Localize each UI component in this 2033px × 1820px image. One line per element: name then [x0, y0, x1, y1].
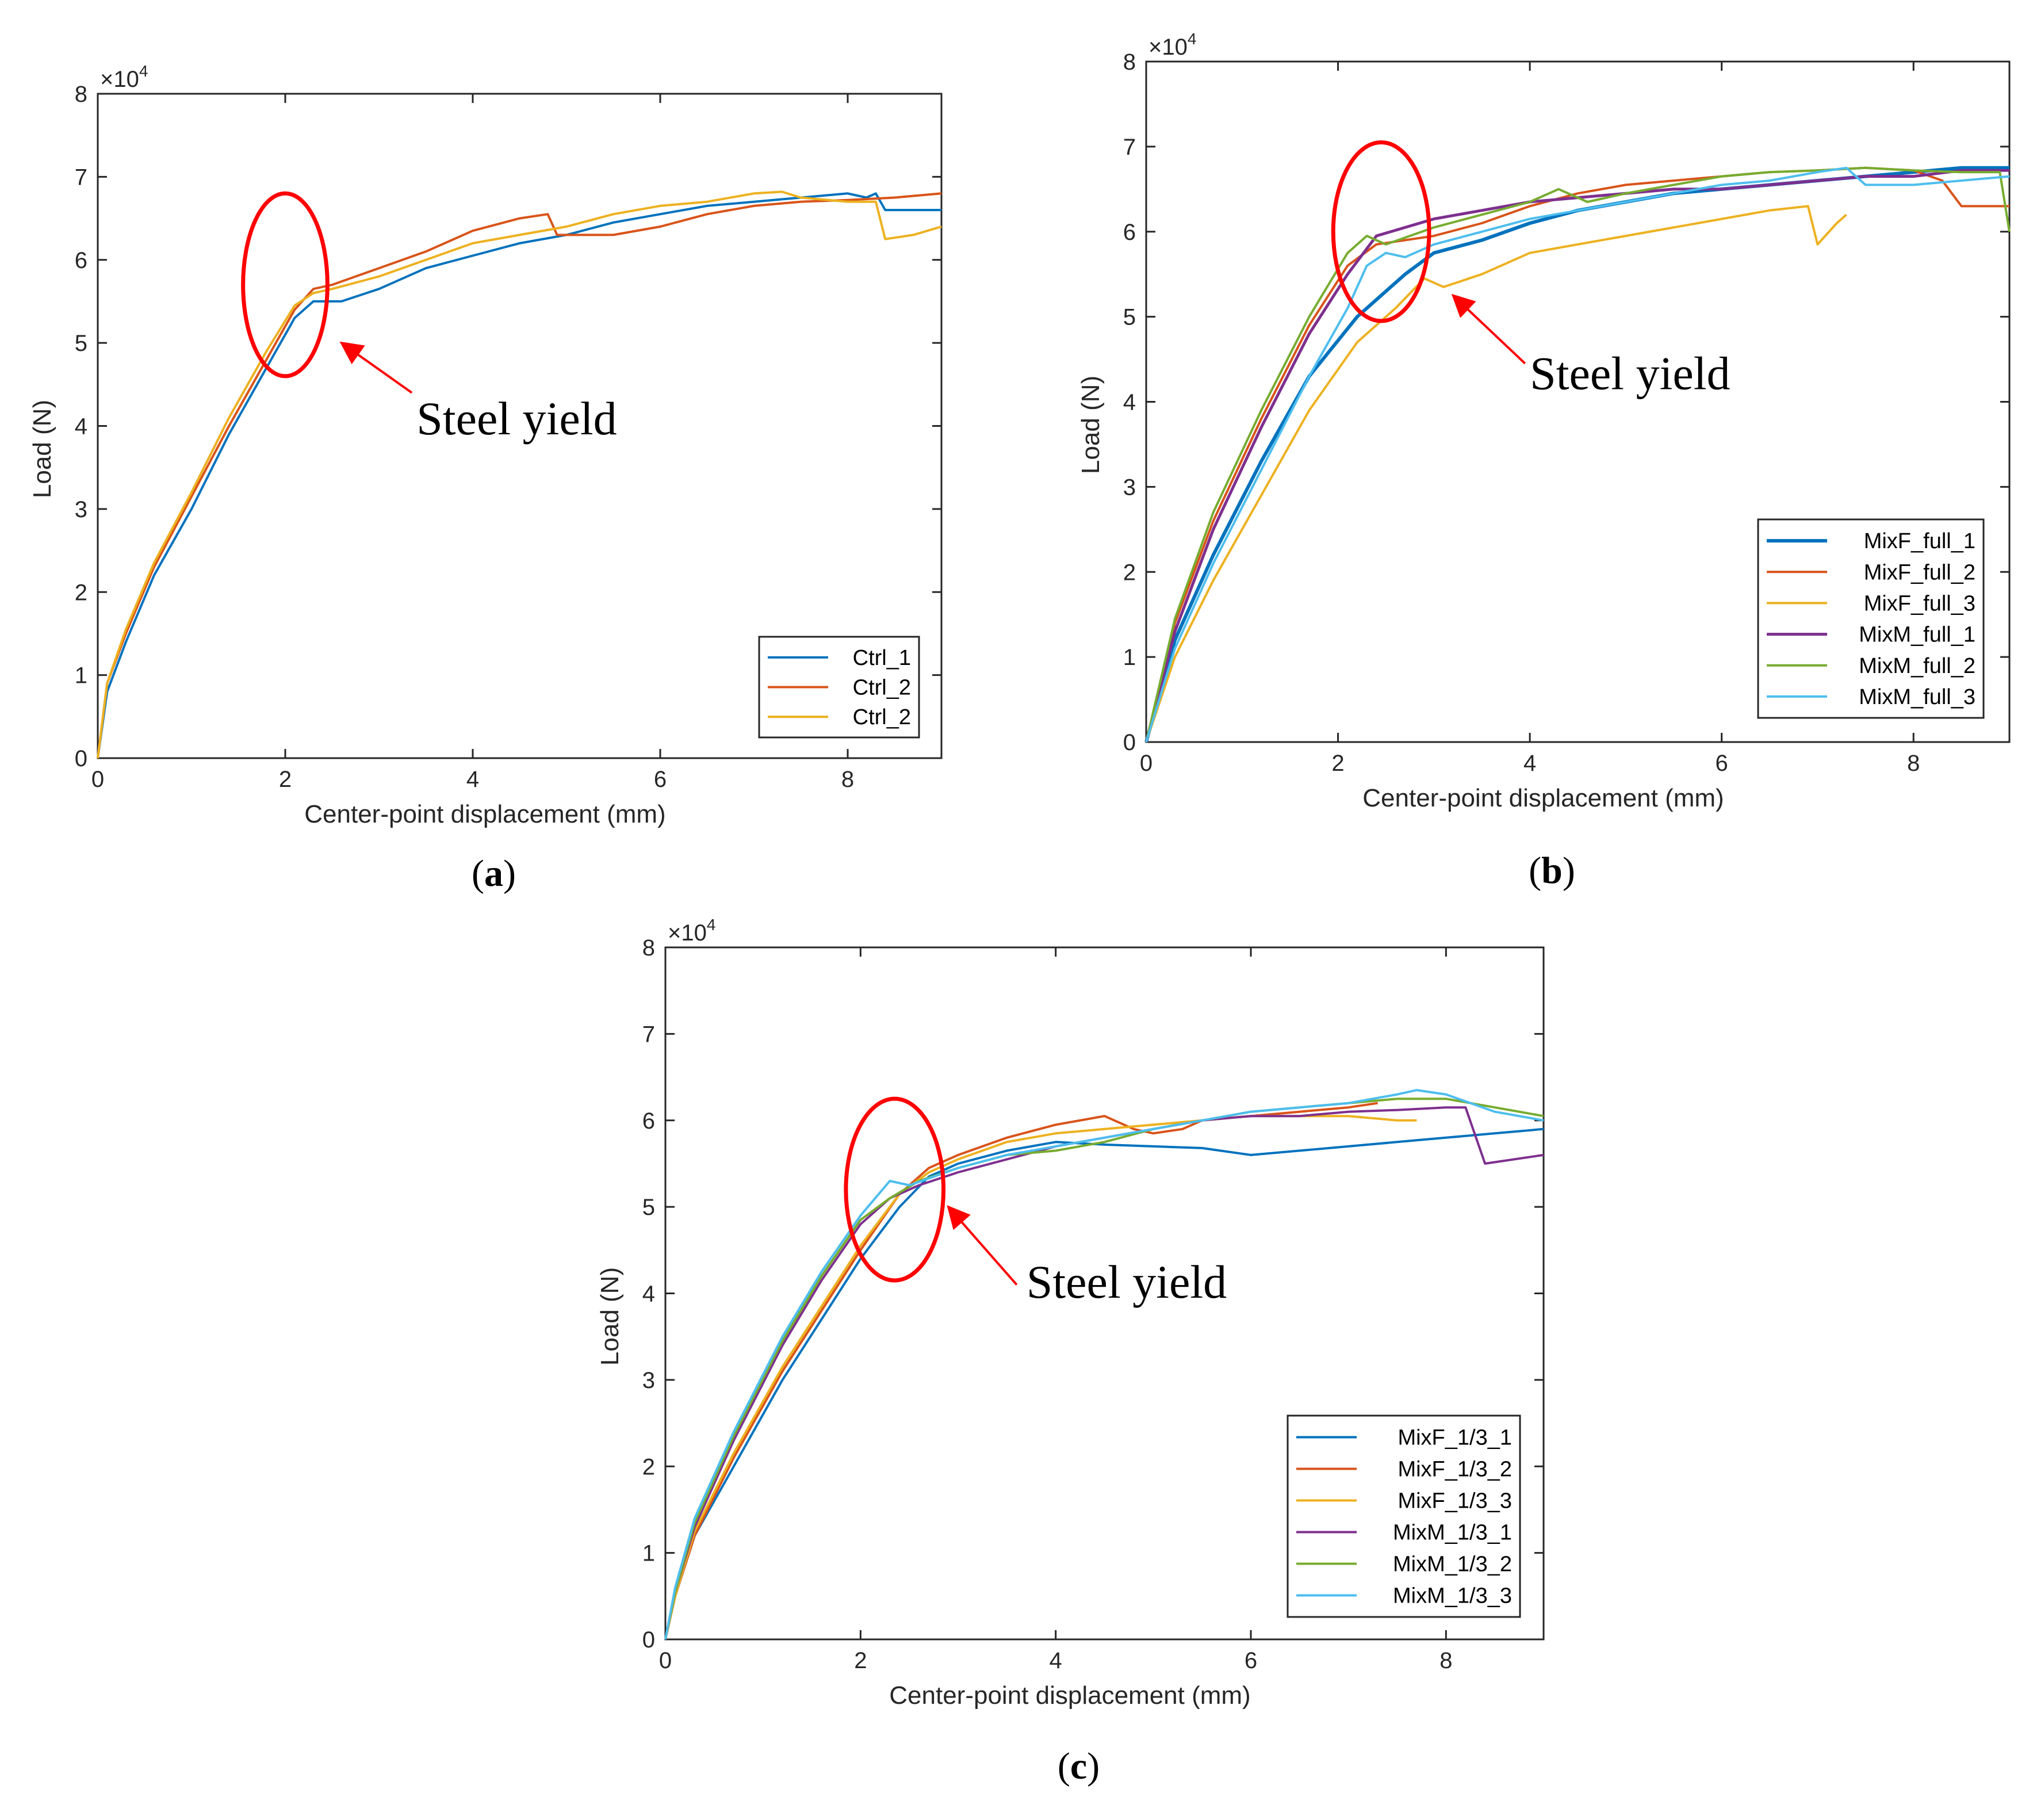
x-tick-label: 2: [279, 767, 292, 792]
y-tick-label: 1: [75, 663, 87, 689]
y-axis-label: Load (N): [596, 1267, 624, 1366]
legend-entry: MixM_full_1: [1859, 623, 1975, 647]
series-line-MixF_1/3_1: [664, 1127, 1544, 1640]
y-tick-label: 3: [642, 1368, 655, 1393]
chart-panel-b: 0 2 4 6 8 0 1 2 3 4 5 6 7 8 ×104 Center-point displacem…: [1077, 30, 2011, 892]
y-tick-label: 7: [1123, 135, 1136, 160]
legend-entry: Ctrl_1: [853, 646, 911, 670]
series-line-Ctrl_2: [97, 190, 942, 759]
y-tick-label: 6: [75, 248, 87, 273]
panel-letter: b: [1541, 850, 1563, 892]
y-tick-label: 3: [1123, 475, 1136, 500]
y-tick-label: 0: [75, 746, 87, 771]
x-tick-label: 0: [659, 1648, 672, 1673]
y-tick-label: 6: [642, 1108, 655, 1134]
legend-entry: MixF_1/3_1: [1398, 1426, 1512, 1450]
x-tick-label: 8: [841, 767, 854, 792]
yield-arrow: [339, 341, 413, 394]
legend-entry: MixM_full_3: [1859, 685, 1975, 709]
x-tick-label: 0: [91, 767, 104, 792]
x-tick-label: 2: [854, 1648, 867, 1673]
yield-ellipse: [241, 191, 330, 378]
legend-entry: Ctrl_2: [853, 676, 911, 700]
annotation-steel-yield: Steel yield: [1530, 347, 1730, 399]
x-axis-label: Center-point displacement (mm): [1362, 784, 1724, 812]
y-tick-label: 3: [75, 497, 87, 522]
y-tick-label: 5: [1123, 305, 1136, 330]
y-tick-label: 6: [1123, 220, 1136, 245]
panel-label: (b): [1529, 850, 1575, 892]
y-tick-label: 7: [642, 1022, 655, 1047]
y-tick-label: 8: [1123, 49, 1136, 75]
y-exponent-power: 4: [707, 916, 716, 934]
y-tick-label: 7: [75, 165, 87, 190]
annotation-steel-yield: Steel yield: [1027, 1256, 1227, 1308]
x-tick-label: 4: [1523, 751, 1536, 776]
x-tick-label: 6: [1245, 1648, 1257, 1673]
yield-ellipse: [1331, 140, 1431, 323]
x-tick-label: 4: [466, 767, 479, 792]
series-line-MixM_full_3: [1145, 166, 2010, 743]
y-tick-label: 5: [642, 1195, 655, 1220]
y-tick-label: 5: [75, 331, 87, 356]
y-tick-label: 1: [1123, 645, 1136, 670]
x-axis-label: Center-point displacement (mm): [889, 1681, 1250, 1710]
y-exponent-power: 4: [139, 62, 148, 80]
legend-entry: MixF_1/3_2: [1398, 1458, 1512, 1482]
x-axis-label: Center-point displacement (mm): [304, 800, 665, 828]
legend-entry: MixM_1/3_3: [1393, 1584, 1512, 1608]
legend-entry: MixM_1/3_1: [1393, 1521, 1512, 1545]
series-line-Ctrl_1: [97, 192, 941, 759]
yield-ellipse: [844, 1096, 946, 1283]
y-exponent-power: 4: [1188, 30, 1197, 48]
panel-label: (c): [1058, 1745, 1100, 1787]
chart-panel-a: 0 2 4 6 8 0 1 2 3 4 5 6 7 8 ×104 Center-point displacem…: [28, 62, 943, 894]
panel-letter: c: [1070, 1745, 1087, 1787]
y-tick-label: 8: [75, 82, 87, 107]
panel-letter: a: [484, 852, 503, 894]
yield-arrow: [947, 1205, 1018, 1286]
legend-entry: MixF_1/3_3: [1398, 1489, 1512, 1513]
yield-arrow: [1451, 293, 1526, 365]
y-tick-label: 0: [642, 1627, 655, 1653]
legend-entry: MixM_1/3_2: [1393, 1553, 1512, 1577]
series-line-Ctrl_2: [97, 192, 942, 759]
y-axis-label: Load (N): [28, 400, 56, 498]
y-tick-label: 2: [642, 1454, 655, 1479]
x-tick-label: 0: [1140, 751, 1153, 776]
chart-panel-c: 0 2 4 6 8 0 1 2 3 4 5 6 7 8 ×104 Center-point displacem…: [596, 916, 1545, 1787]
legend-box: [1287, 1414, 1521, 1618]
y-tick-label: 4: [75, 414, 87, 439]
y-axis-label: Load (N): [1077, 376, 1105, 474]
legend-entry: MixF_full_1: [1864, 529, 1975, 553]
x-tick-label: 8: [1907, 751, 1920, 776]
x-tick-label: 6: [654, 767, 667, 792]
legend-entry: MixF_full_3: [1864, 591, 1975, 615]
series-line-MixF_full_3: [1145, 205, 1847, 743]
x-tick-label: 4: [1050, 1648, 1062, 1673]
series-line-MixM_1/3_2: [664, 1098, 1544, 1640]
legend-box: [1757, 518, 1985, 719]
x-tick-label: 2: [1331, 751, 1344, 776]
y-tick-label: 0: [1123, 730, 1136, 755]
legend-entry: Ctrl_2: [853, 705, 911, 729]
x-tick-label: 6: [1716, 751, 1728, 776]
y-exponent-label: ×104: [100, 62, 148, 92]
legend-entry: MixM_full_2: [1859, 654, 1975, 678]
y-exponent-label: ×104: [1148, 30, 1196, 60]
y-tick-label: 2: [1123, 560, 1136, 585]
series-line-MixM_full_2: [1145, 166, 2011, 743]
y-tick-label: 8: [642, 935, 655, 961]
y-tick-label: 4: [1123, 390, 1136, 415]
x-tick-label: 8: [1439, 1648, 1452, 1673]
y-exponent-label: ×104: [668, 916, 715, 946]
legend-entry: MixF_full_2: [1864, 560, 1975, 584]
y-tick-label: 1: [642, 1541, 655, 1566]
panel-label: (a): [472, 852, 516, 894]
y-tick-label: 2: [75, 580, 87, 605]
y-tick-label: 4: [642, 1282, 655, 1307]
series-line-MixM_1/3_3: [664, 1089, 1544, 1640]
annotation-steel-yield: Steel yield: [416, 392, 617, 445]
